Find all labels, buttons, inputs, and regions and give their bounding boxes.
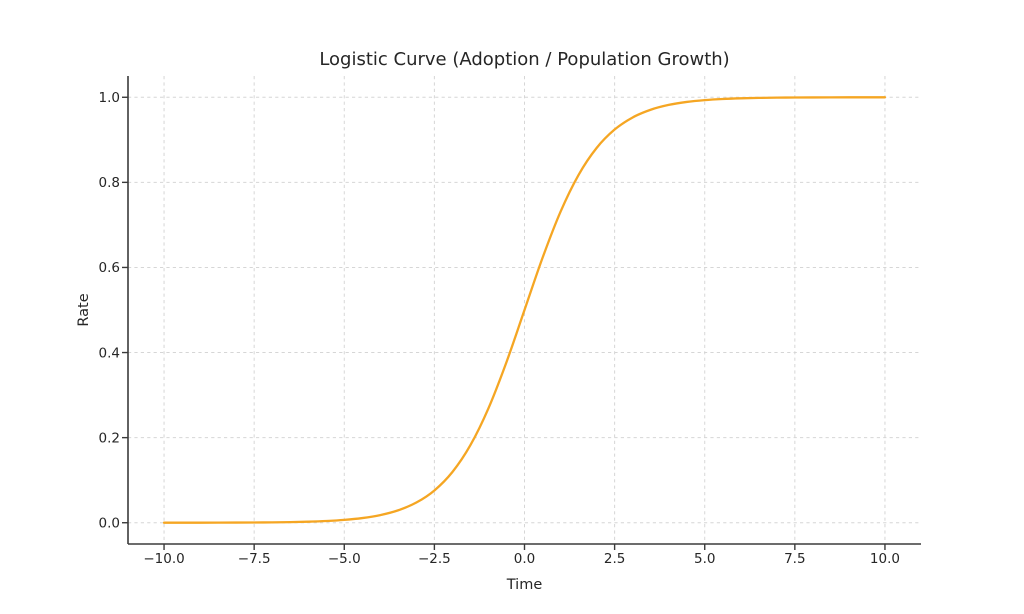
logistic-curve — [162, 96, 887, 524]
x-tick-label: 7.5 — [784, 551, 805, 567]
axes-layer: −10.0 −7.5 −5.0 −2.5 0.0 2.5 5.0 7.5 10.0 0.0 0.2 0… — [99, 76, 921, 567]
x-tick-label: 5.0 — [694, 551, 715, 567]
x-tick-label: −2.5 — [418, 551, 451, 567]
x-tick-label: −7.5 — [238, 551, 271, 567]
y-tick-label: 1.0 — [99, 90, 120, 106]
y-tick-label: 0.8 — [99, 175, 120, 191]
y-tick-label: 0.0 — [99, 515, 120, 531]
x-axis-label: Time — [506, 577, 543, 593]
x-tick-label: −10.0 — [143, 551, 184, 567]
x-tick-label: 10.0 — [870, 551, 900, 567]
y-tick-label: 0.2 — [99, 430, 120, 446]
x-tick-label: 0.0 — [514, 551, 535, 567]
y-tick-label: 0.4 — [99, 345, 120, 361]
x-tick-label: −5.0 — [328, 551, 361, 567]
x-tick-label: 2.5 — [604, 551, 625, 567]
grid-lines — [128, 76, 921, 544]
chart-title: Logistic Curve (Adoption / Population Gr… — [319, 49, 729, 70]
y-axis-label: Rate — [76, 293, 92, 326]
curve-layer — [162, 96, 887, 524]
y-tick-label: 0.6 — [99, 260, 120, 276]
